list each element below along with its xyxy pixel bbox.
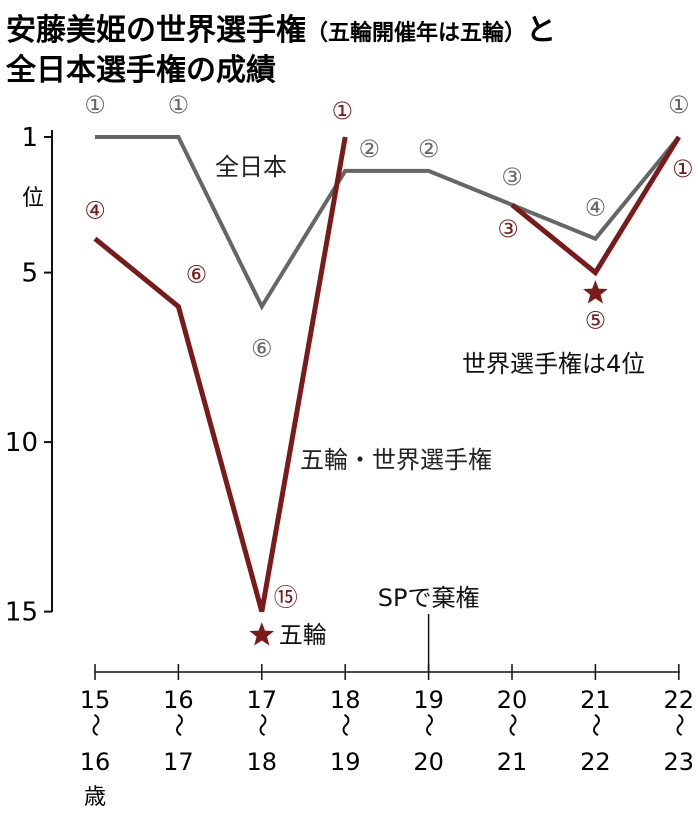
x-tick-sep: 〜: [81, 713, 109, 737]
x-tick-label-top: 18: [330, 686, 361, 714]
world-rank-marker: ⑥: [186, 261, 208, 289]
x-tick-sep: 〜: [164, 713, 192, 737]
x-tick-label-bottom: 23: [664, 748, 695, 776]
x-tick-sep: 〜: [248, 713, 276, 737]
olympics-star-icon: [249, 622, 275, 646]
zennihon-rank-marker: ①: [84, 91, 106, 119]
x-tick-label-bottom: 19: [330, 748, 361, 776]
annotation-olympics: 五輪: [279, 621, 327, 649]
zennihon-rank-marker: ③: [501, 163, 523, 191]
y-tick-label: 1: [21, 123, 38, 153]
x-tick-label-top: 20: [497, 686, 528, 714]
y-tick-label: 5: [21, 259, 38, 289]
zennihon-rank-marker: ②: [358, 135, 380, 163]
series-zennihon-line: [95, 135, 681, 311]
x-tick-label-top: 17: [247, 686, 278, 714]
x-tick-label-bottom: 16: [80, 748, 111, 776]
title-main: 安藤美姫の世界選手権: [6, 13, 306, 48]
series-world-line: [510, 135, 681, 277]
title-end: と: [526, 13, 556, 48]
world-rank-marker: ③: [497, 215, 519, 243]
x-tick-label-top: 21: [580, 686, 611, 714]
x-tick-label-bottom: 22: [580, 748, 611, 776]
series-label-zennihon: 全日本: [215, 153, 287, 181]
title-paren: （五輪開催年は五輪）: [306, 20, 526, 46]
x-tick-sep: 〜: [331, 713, 359, 737]
y-tick-label: 10: [5, 428, 38, 458]
x-tick-label-top: 15: [80, 686, 111, 714]
x-tick-sep: 〜: [665, 713, 693, 737]
series-label-world: 五輪・世界選手権: [300, 446, 492, 474]
annotation-sp-withdraw: SPで棄権: [378, 584, 480, 612]
x-tick-sep: 〜: [415, 713, 443, 737]
x-tick-label-bottom: 20: [413, 748, 444, 776]
zennihon-rank-marker: ⑥: [251, 335, 273, 363]
world-rank-marker: ⑤: [585, 307, 607, 335]
zennihon-rank-marker: ①: [168, 91, 190, 119]
chart-title-line2: 全日本選手権の成績: [5, 53, 276, 88]
x-tick-sep: 〜: [498, 713, 526, 737]
chart-title-line1: 安藤美姫の世界選手権（五輪開催年は五輪）と: [6, 13, 556, 48]
world-rank-marker: ④: [84, 197, 106, 225]
y-unit-label: 位: [22, 186, 44, 211]
x-tick-sep: 〜: [581, 713, 609, 737]
x-tick-label-bottom: 18: [247, 748, 278, 776]
x-tick-label-bottom: 17: [163, 748, 194, 776]
zennihon-rank-marker: ①: [668, 91, 690, 119]
x-tick-label-bottom: 21: [497, 748, 528, 776]
world-rank-marker: ①: [672, 155, 694, 183]
x-tick-label-top: 19: [413, 686, 444, 714]
zennihon-rank-marker: ②: [418, 135, 440, 163]
x-unit-label: 歳: [84, 785, 106, 810]
x-tick-label-top: 16: [163, 686, 194, 714]
world-rank-marker: ①: [331, 97, 353, 125]
world-rank-marker: ⑮: [274, 584, 298, 612]
y-tick-label: 15: [5, 598, 38, 628]
x-tick-label-top: 22: [664, 686, 695, 714]
world-5th-star-icon: [583, 280, 608, 304]
series-world-line: [93, 136, 348, 613]
annotation-world-4th: 世界選手権は4位: [462, 350, 645, 378]
zennihon-rank-marker: ④: [585, 194, 607, 222]
